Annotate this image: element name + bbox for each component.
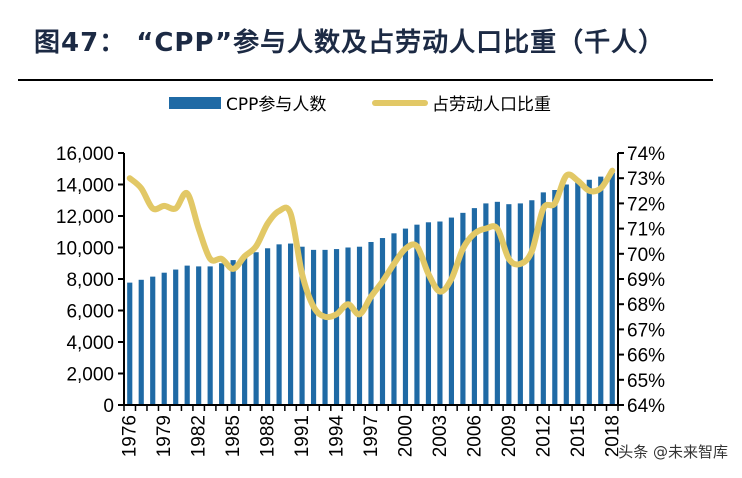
bar-1987	[253, 252, 259, 405]
right-tick-label: 65%	[627, 371, 665, 392]
bar-1983	[207, 266, 213, 405]
x-tick-label: 2009	[499, 415, 520, 457]
right-tick-label: 64%	[627, 396, 665, 417]
bar-1985	[230, 260, 236, 405]
x-tick-label: 1976	[120, 415, 141, 457]
bar-2015	[575, 181, 581, 405]
x-tick-label: 1985	[223, 415, 244, 457]
right-tick-label: 71%	[627, 220, 665, 241]
bar-1999	[391, 233, 397, 405]
right-tick-label: 73%	[627, 169, 665, 190]
legend-label-bars: CPP参与人数	[226, 95, 326, 115]
legend-swatch-bars	[169, 97, 221, 109]
bar-1996	[356, 246, 363, 405]
right-tick-label: 68%	[627, 295, 665, 316]
right-tick-label: 70%	[627, 245, 665, 266]
right-tick-label: 69%	[627, 270, 665, 291]
left-tick-label: 16,000	[56, 144, 114, 165]
bar-1991	[299, 246, 305, 405]
bar-2018	[609, 172, 615, 405]
bar-2004	[448, 217, 455, 405]
bar-2005	[460, 212, 466, 405]
bar-1997	[368, 241, 374, 405]
x-tick-label: 1997	[361, 415, 382, 457]
x-tick-label: 2018	[602, 415, 623, 457]
bar-1977	[138, 279, 144, 405]
bar-1992	[310, 249, 317, 405]
bar-1993	[322, 249, 328, 405]
bar-2014	[563, 184, 569, 405]
bar-2003	[437, 221, 443, 405]
watermark: 头条 @未来智库	[618, 441, 728, 462]
right-tick-label: 67%	[627, 320, 665, 341]
x-tick-label: 1991	[292, 415, 313, 457]
bar-1989	[276, 244, 282, 405]
left-tick-label: 10,000	[56, 239, 114, 260]
left-tick-label: 6,000	[66, 302, 114, 323]
x-tick-label: 1994	[327, 415, 348, 458]
bar-1990	[287, 243, 294, 405]
x-tick-label: 2006	[464, 415, 485, 457]
bar-1979	[161, 272, 167, 405]
bar-2016	[586, 179, 592, 405]
left-tick-label: 4,000	[66, 333, 114, 354]
bar-1981	[184, 265, 190, 405]
bar-2013	[552, 190, 558, 405]
chart-title: 图47： “CPP”参与人数及占劳动人口比重（千人）	[34, 28, 666, 58]
bar-1976	[127, 282, 133, 405]
bar-2009	[506, 204, 512, 405]
right-tick-label: 72%	[627, 194, 665, 215]
bar-2007	[483, 203, 489, 405]
x-tick-label: 1988	[258, 415, 279, 457]
right-tick-label: 74%	[627, 144, 665, 165]
bar-2010	[517, 203, 523, 405]
bar-1984	[219, 263, 225, 405]
x-tick-label: 1979	[154, 415, 175, 457]
x-tick-label: 1982	[189, 415, 210, 457]
bar-1978	[150, 276, 156, 405]
x-tick-label: 2003	[430, 415, 451, 457]
bar-1995	[345, 247, 351, 405]
x-tick-label: 2012	[533, 415, 554, 457]
x-tick-label: 2015	[568, 415, 589, 457]
bar-2001	[414, 224, 420, 405]
bar-1986	[242, 256, 248, 405]
bar-2017	[598, 176, 604, 405]
right-tick-label: 66%	[627, 346, 665, 367]
bar-2000	[402, 228, 409, 405]
bar-2002	[425, 222, 432, 405]
bar-1994	[333, 249, 340, 405]
bar-1988	[265, 248, 271, 405]
bar-2006	[471, 208, 477, 405]
bar-1982	[196, 266, 202, 405]
bar-2011	[529, 200, 535, 405]
left-tick-label: 2,000	[66, 365, 114, 386]
left-tick-label: 12,000	[56, 207, 114, 228]
left-tick-label: 0	[103, 396, 114, 417]
bar-1980	[173, 269, 179, 405]
bar-2008	[494, 201, 500, 405]
legend-label-line: 占劳动人口比重	[432, 95, 551, 115]
left-tick-label: 14,000	[56, 176, 114, 197]
title-divider	[18, 79, 713, 81]
x-tick-label: 2000	[395, 415, 416, 457]
bar-2012	[540, 192, 546, 405]
left-tick-label: 8,000	[66, 270, 114, 291]
bar-1998	[379, 238, 386, 405]
